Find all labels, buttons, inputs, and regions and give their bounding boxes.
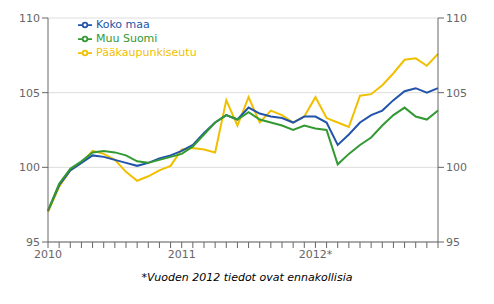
svg-text:95: 95 [26, 236, 40, 249]
svg-text:110: 110 [19, 12, 40, 25]
html-text:*Vuoden 2012 tiedot ovat ennak: *Vuoden 2012 tiedot ovat ennakollisia [141, 271, 353, 284]
svg-text:110: 110 [446, 12, 467, 25]
svg-text:100: 100 [446, 161, 467, 174]
svg-text:2010: 2010 [34, 248, 62, 261]
svg-text:100: 100 [19, 161, 40, 174]
html-text:Koko maa: Koko maa [96, 18, 150, 31]
svg-text:105: 105 [446, 87, 467, 100]
html-text:Muu Suomi: Muu Suomi [96, 32, 158, 45]
svg-text:2012*: 2012* [299, 248, 333, 261]
svg-text:2011: 2011 [168, 248, 196, 261]
svg-text:105: 105 [19, 87, 40, 100]
svg-text:95: 95 [446, 236, 460, 249]
html-text:Pääkaupunkiseutu: Pääkaupunkiseutu [96, 46, 197, 59]
